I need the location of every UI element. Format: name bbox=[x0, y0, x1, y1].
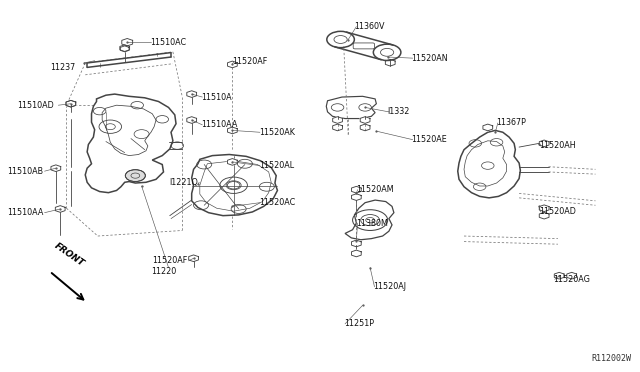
Polygon shape bbox=[187, 91, 196, 97]
Text: 11520AM: 11520AM bbox=[356, 185, 394, 194]
Polygon shape bbox=[351, 250, 361, 257]
Polygon shape bbox=[554, 272, 564, 279]
Text: 11510A: 11510A bbox=[201, 93, 232, 102]
Text: 11520AF: 11520AF bbox=[232, 57, 268, 66]
Polygon shape bbox=[189, 255, 198, 262]
Text: I1332: I1332 bbox=[388, 108, 410, 116]
Polygon shape bbox=[120, 46, 129, 52]
Polygon shape bbox=[567, 272, 577, 279]
Polygon shape bbox=[66, 100, 76, 107]
Text: 11510AA: 11510AA bbox=[201, 121, 237, 129]
Polygon shape bbox=[385, 60, 395, 66]
Text: 11520AH: 11520AH bbox=[539, 141, 576, 151]
Text: 11520AC: 11520AC bbox=[259, 198, 295, 207]
Polygon shape bbox=[66, 100, 76, 107]
Text: 11520AG: 11520AG bbox=[553, 275, 590, 284]
Polygon shape bbox=[540, 205, 549, 212]
Polygon shape bbox=[351, 186, 361, 193]
Polygon shape bbox=[227, 61, 237, 68]
Text: 11510AA: 11510AA bbox=[7, 208, 44, 217]
Text: 11367P: 11367P bbox=[497, 119, 527, 128]
Polygon shape bbox=[333, 124, 342, 131]
Text: 11510AC: 11510AC bbox=[150, 38, 186, 47]
Polygon shape bbox=[351, 240, 361, 247]
Text: R112002W: R112002W bbox=[592, 354, 632, 363]
Text: 11220: 11220 bbox=[151, 267, 176, 276]
Polygon shape bbox=[120, 45, 129, 51]
Polygon shape bbox=[540, 140, 549, 147]
Polygon shape bbox=[187, 117, 196, 124]
Polygon shape bbox=[483, 124, 493, 131]
Text: 11520AJ: 11520AJ bbox=[373, 282, 406, 291]
Circle shape bbox=[125, 170, 145, 182]
Polygon shape bbox=[51, 165, 61, 171]
Text: 11380M: 11380M bbox=[356, 219, 388, 228]
Polygon shape bbox=[351, 194, 361, 201]
Polygon shape bbox=[227, 127, 237, 134]
Text: 11520AE: 11520AE bbox=[411, 135, 447, 144]
Text: 11520AN: 11520AN bbox=[411, 54, 447, 62]
Text: FRONT: FRONT bbox=[52, 241, 86, 268]
Text: 11520AK: 11520AK bbox=[259, 128, 294, 137]
Text: 11360V: 11360V bbox=[355, 22, 385, 31]
Text: 11510AB: 11510AB bbox=[7, 167, 44, 176]
Polygon shape bbox=[540, 212, 549, 219]
Polygon shape bbox=[360, 124, 370, 131]
Text: 11520AF: 11520AF bbox=[152, 256, 188, 265]
Text: 11510AD: 11510AD bbox=[17, 101, 54, 110]
Polygon shape bbox=[55, 206, 65, 212]
Polygon shape bbox=[333, 117, 342, 124]
Text: 11251P: 11251P bbox=[344, 320, 374, 328]
Polygon shape bbox=[227, 158, 237, 165]
Polygon shape bbox=[360, 117, 370, 124]
Text: 11520AD: 11520AD bbox=[539, 208, 576, 217]
Text: 11520AL: 11520AL bbox=[259, 161, 294, 170]
Polygon shape bbox=[122, 38, 132, 46]
Text: I1221Q: I1221Q bbox=[169, 178, 198, 187]
Text: 11237: 11237 bbox=[51, 63, 76, 72]
